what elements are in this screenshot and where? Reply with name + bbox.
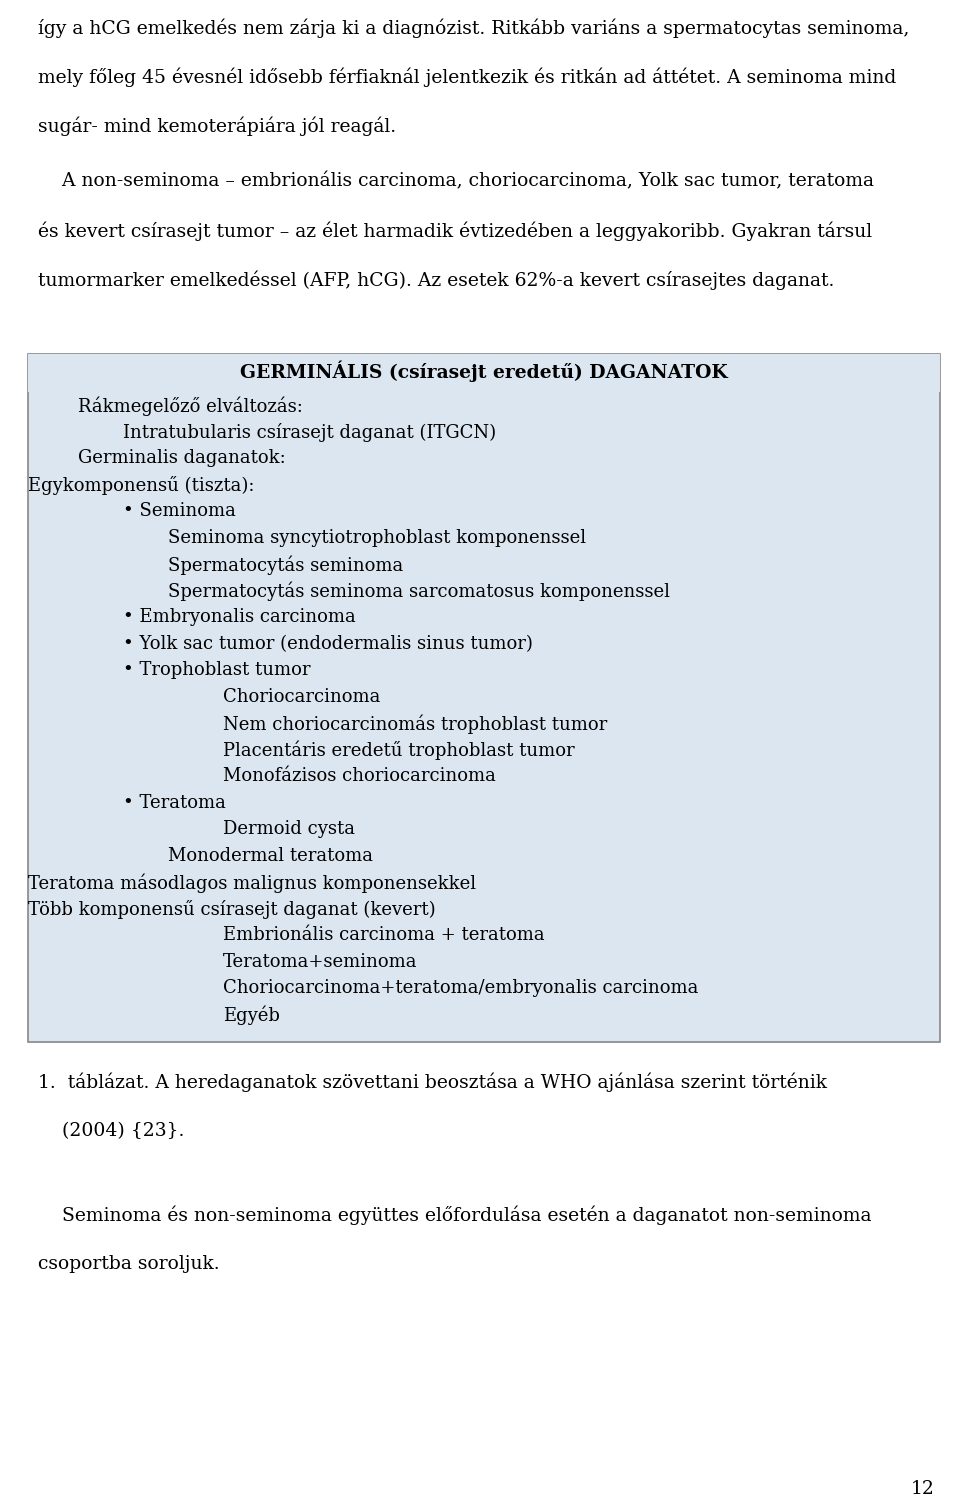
Text: Choriocarcinoma+teratoma/embryonalis carcinoma: Choriocarcinoma+teratoma/embryonalis car… — [223, 979, 698, 997]
Text: mely főleg 45 évesnél idősebb férfiaknál jelentkezik és ritkán ad áttétet. A sem: mely főleg 45 évesnél idősebb férfiaknál… — [38, 68, 897, 87]
Text: • Seminoma: • Seminoma — [123, 502, 236, 520]
Text: Placentáris eredetű trophoblast tumor: Placentáris eredetű trophoblast tumor — [223, 740, 575, 760]
Text: Egyéb: Egyéb — [223, 1006, 280, 1026]
Text: 12: 12 — [911, 1479, 935, 1497]
Text: sugár- mind kemoterápiára jól reagál.: sugár- mind kemoterápiára jól reagál. — [38, 116, 396, 135]
Text: Dermoid cysta: Dermoid cysta — [223, 820, 355, 838]
Text: és kevert csírasejt tumor – az élet harmadik évtizedében a leggyakoribb. Gyakran: és kevert csírasejt tumor – az élet harm… — [38, 221, 872, 240]
Text: Spermatocytás seminoma: Spermatocytás seminoma — [168, 556, 403, 575]
Text: így a hCG emelkedés nem zárja ki a diagnózist. Ritkább variáns a spermatocytas s: így a hCG emelkedés nem zárja ki a diagn… — [38, 18, 909, 38]
Text: Teratoma másodlagos malignus komponensekkel: Teratoma másodlagos malignus komponensek… — [28, 873, 476, 892]
Text: 1.  táblázat. A heredaganatok szövettani beosztása a WHO ajánlása szerint történ: 1. táblázat. A heredaganatok szövettani … — [38, 1072, 827, 1092]
Bar — [28, 354, 940, 1042]
Text: Choriocarcinoma: Choriocarcinoma — [223, 688, 380, 706]
Text: • Teratoma: • Teratoma — [123, 793, 226, 811]
Text: • Yolk sac tumor (endodermalis sinus tumor): • Yolk sac tumor (endodermalis sinus tum… — [123, 635, 533, 653]
Text: • Embryonalis carcinoma: • Embryonalis carcinoma — [123, 608, 356, 626]
Bar — [28, 354, 940, 392]
Text: Germinalis daganatok:: Germinalis daganatok: — [78, 449, 286, 467]
Text: Rákmegelőző elváltozás:: Rákmegelőző elváltozás: — [78, 397, 302, 416]
Text: Teratoma+seminoma: Teratoma+seminoma — [223, 952, 418, 970]
Text: Nem choriocarcinomás trophoblast tumor: Nem choriocarcinomás trophoblast tumor — [223, 713, 608, 733]
Text: Spermatocytás seminoma sarcomatosus komponenssel: Spermatocytás seminoma sarcomatosus komp… — [168, 581, 670, 601]
Text: Seminoma syncytiotrophoblast komponenssel: Seminoma syncytiotrophoblast komponensse… — [168, 529, 587, 547]
Text: Embrionális carcinoma + teratoma: Embrionális carcinoma + teratoma — [223, 927, 544, 945]
Text: Intratubularis csírasejt daganat (ITGCN): Intratubularis csírasejt daganat (ITGCN) — [123, 422, 496, 442]
Text: A non-seminoma – embrionális carcinoma, choriocarcinoma, Yolk sac tumor, teratom: A non-seminoma – embrionális carcinoma, … — [38, 173, 874, 191]
Text: Monofázisos choriocarcinoma: Monofázisos choriocarcinoma — [223, 768, 496, 786]
Text: Több komponensű csírasejt daganat (kevert): Több komponensű csírasejt daganat (kever… — [28, 900, 436, 919]
Text: Egykomponensű (tiszta):: Egykomponensű (tiszta): — [28, 476, 254, 494]
Text: (2004) {23}.: (2004) {23}. — [38, 1122, 184, 1140]
Text: Monodermal teratoma: Monodermal teratoma — [168, 847, 373, 865]
Text: Seminoma és non-seminoma együttes előfordulása esetén a daganatot non-seminoma: Seminoma és non-seminoma együttes előfor… — [38, 1206, 872, 1226]
Text: GERMINÁLIS (csírasejt eredetű) DAGANATOK: GERMINÁLIS (csírasejt eredetű) DAGANATOK — [240, 360, 728, 382]
Text: tumormarker emelkedéssel (AFP, hCG). Az esetek 62%-a kevert csírasejtes daganat.: tumormarker emelkedéssel (AFP, hCG). Az … — [38, 270, 834, 290]
Text: • Trophoblast tumor: • Trophoblast tumor — [123, 661, 310, 679]
Text: csoportba soroljuk.: csoportba soroljuk. — [38, 1256, 220, 1274]
